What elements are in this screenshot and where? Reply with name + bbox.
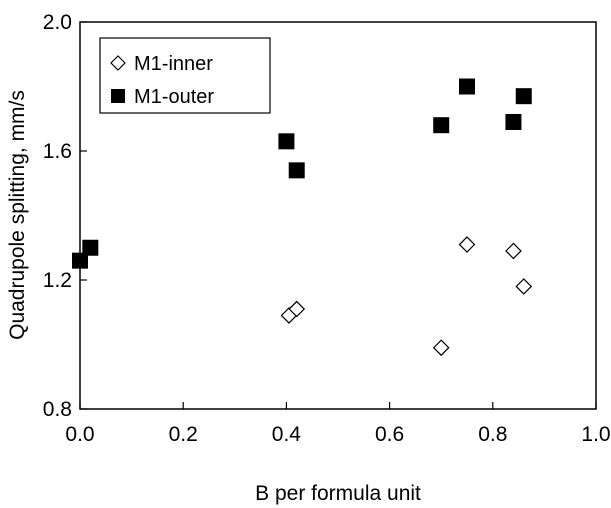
legend: M1-inner M1-outer <box>99 37 271 114</box>
legend-box <box>99 37 271 114</box>
legend-marker-m1-inner <box>110 55 126 71</box>
y-tick-label: 1.2 <box>43 269 72 292</box>
point-m1-inner <box>515 278 533 295</box>
axis-ticks <box>79 21 597 410</box>
point-m1-inner <box>458 236 476 253</box>
point-m1-outer <box>278 133 295 150</box>
data-markers <box>72 78 533 357</box>
x-tick-label: 0.2 <box>169 423 198 446</box>
x-tick-label: 0.6 <box>375 423 404 446</box>
point-m1-outer <box>288 162 305 179</box>
y-axis-title: Quadrupole splitting, mm/s <box>6 90 29 340</box>
point-m1-inner <box>288 300 306 318</box>
legend-label-m1-outer: M1-outer <box>134 86 214 108</box>
point-m1-outer <box>459 78 475 95</box>
point-m1-inner <box>432 339 450 357</box>
y-tick-label: 0.8 <box>43 398 72 421</box>
axis-tick-labels: 0.0 0.2 0.4 0.6 0.8 1.0 0.8 1.2 1.6 2.0 <box>43 11 611 446</box>
point-m1-inner <box>505 242 522 260</box>
point-m1-outer <box>515 88 532 105</box>
x-tick-label: 1.0 <box>581 423 610 446</box>
x-tick-label: 0.8 <box>478 423 507 446</box>
y-tick-label: 1.6 <box>43 140 72 163</box>
x-axis-title: B per formula unit <box>255 482 421 505</box>
legend-marker-m1-outer <box>111 89 125 103</box>
point-m1-outer <box>82 239 99 256</box>
x-tick-label: 0.4 <box>272 423 302 446</box>
point-m1-outer <box>433 117 450 134</box>
point-m1-outer <box>72 252 88 269</box>
y-tick-label: 2.0 <box>43 11 72 34</box>
point-m1-outer <box>505 113 522 130</box>
x-tick-label: 0.0 <box>65 423 94 446</box>
legend-label-m1-inner: M1-inner <box>134 53 213 75</box>
